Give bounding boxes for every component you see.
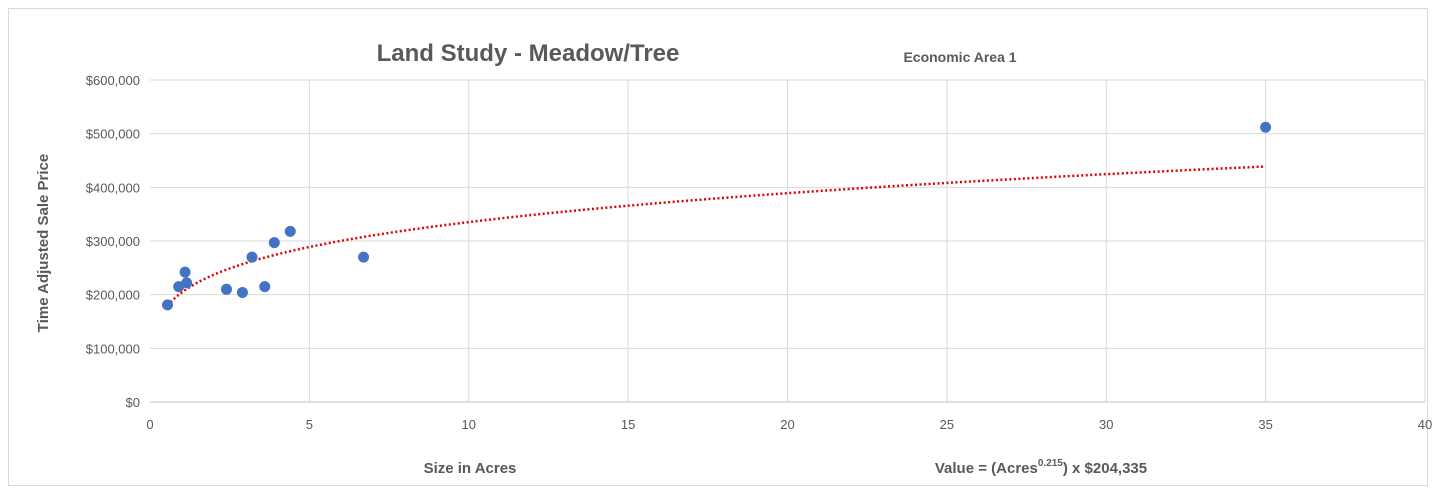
tick-labels: $0 $100,000 $200,000 $300,000 $400,000 $500,0…: [86, 73, 1432, 432]
x-tick-label: 20: [780, 417, 794, 432]
power-trendline: [166, 165, 1266, 307]
grid-lines: [150, 79, 1426, 402]
y-tick-label: $200,000: [86, 288, 140, 303]
x-tick-label: 30: [1099, 417, 1113, 432]
x-tick-label: 40: [1418, 417, 1432, 432]
data-point: [1260, 121, 1272, 133]
chart-frame: [8, 8, 1428, 486]
x-tick-label: 15: [621, 417, 635, 432]
x-axis-title: Size in Acres: [424, 460, 517, 477]
y-tick-label: $500,000: [86, 127, 140, 142]
trendline-layer: [166, 165, 1266, 307]
data-point: [246, 251, 258, 263]
y-axis-title: Time Adjusted Sale Price: [35, 154, 52, 332]
y-tick-label: $300,000: [86, 234, 140, 249]
x-tick-label: 10: [462, 417, 476, 432]
y-tick-label: $600,000: [86, 73, 140, 88]
equation-exponent: 0.215: [1038, 458, 1063, 469]
data-point: [162, 299, 174, 311]
data-point: [221, 283, 232, 295]
y-tick-label: $0: [126, 395, 140, 410]
y-tick-label: $400,000: [86, 180, 140, 195]
y-tick-label: $100,000: [86, 341, 140, 356]
data-point: [236, 287, 248, 299]
equation-suffix: ) x $204,335: [1063, 460, 1147, 477]
data-point: [268, 237, 280, 249]
trendline-equation: Value = (Acres0.215) x $204,335: [935, 458, 1147, 477]
x-tick-label: 25: [940, 417, 954, 432]
data-point: [358, 251, 370, 263]
x-tick-label: 5: [306, 417, 313, 432]
data-points: [162, 121, 1272, 311]
data-point: [179, 266, 191, 278]
x-tick-label: 35: [1258, 417, 1272, 432]
x-tick-label: 0: [146, 417, 153, 432]
equation-prefix: Value = (Acres: [935, 460, 1038, 477]
chart-subtitle: Economic Area 1: [903, 49, 1016, 65]
data-point: [259, 281, 271, 293]
chart-title: Land Study - Meadow/Tree: [377, 40, 680, 67]
data-point: [181, 277, 193, 289]
data-point: [284, 225, 296, 237]
